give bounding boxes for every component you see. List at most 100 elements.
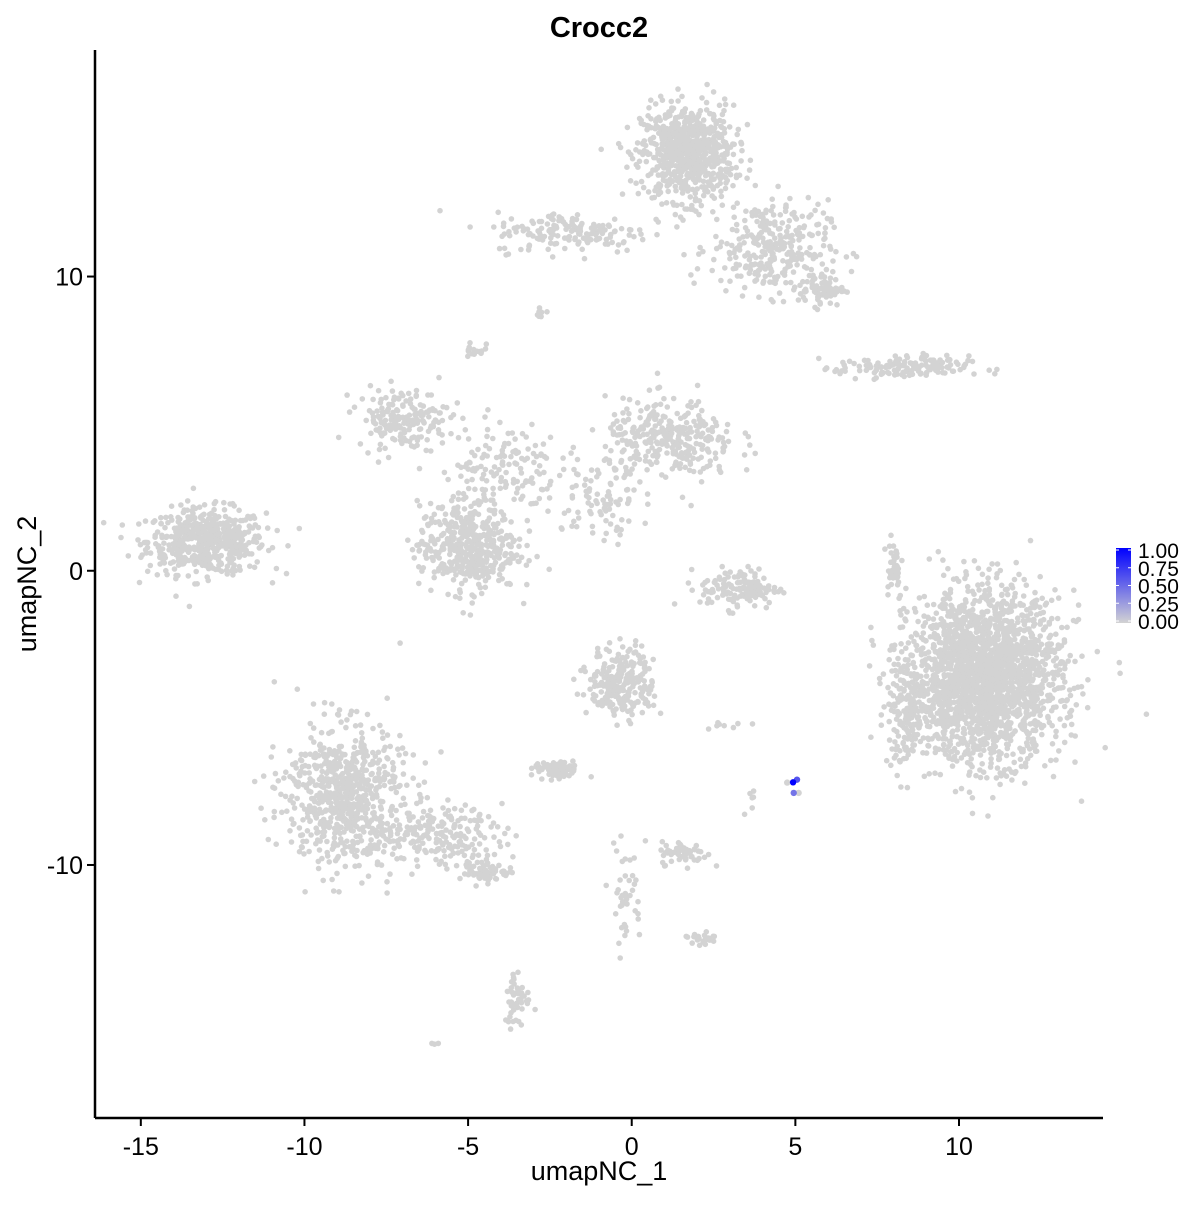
cell-point xyxy=(683,135,689,142)
cell-point xyxy=(719,111,726,118)
cell-point xyxy=(886,656,892,663)
cell-point xyxy=(657,117,663,124)
cell-point xyxy=(242,517,249,523)
cell-point xyxy=(498,509,505,515)
cell-point xyxy=(679,93,685,100)
cell-point xyxy=(631,461,638,467)
cell-point xyxy=(1009,585,1016,591)
cell-point xyxy=(704,463,710,470)
cell-point xyxy=(611,411,618,418)
cell-point xyxy=(969,763,975,770)
cell-point xyxy=(822,292,829,299)
cell-point xyxy=(392,437,398,443)
cell-point xyxy=(878,722,885,728)
cell-point xyxy=(645,404,651,410)
cell-point xyxy=(375,428,382,434)
cell-point xyxy=(511,496,517,503)
cell-point xyxy=(730,204,737,211)
cell-point xyxy=(945,672,951,678)
cell-point xyxy=(508,216,515,222)
cell-point xyxy=(570,223,577,229)
cell-point xyxy=(719,435,726,441)
cell-point xyxy=(746,270,753,277)
cell-point xyxy=(944,681,951,687)
cell-point xyxy=(491,464,498,470)
cell-point xyxy=(519,483,526,489)
cell-point xyxy=(679,183,685,190)
cell-point xyxy=(771,274,778,281)
cell-point xyxy=(412,411,418,418)
cell-point xyxy=(1059,624,1065,631)
cell-point xyxy=(693,440,700,447)
cell-point xyxy=(930,601,937,608)
cell-point xyxy=(497,485,504,492)
cell-point xyxy=(645,113,651,119)
cell-point xyxy=(178,556,185,563)
cell-point xyxy=(962,597,969,603)
cell-point xyxy=(523,562,530,568)
cell-point xyxy=(1073,702,1080,708)
cell-point xyxy=(726,124,733,130)
cell-point xyxy=(648,140,655,146)
cell-point xyxy=(626,232,633,238)
cell-point xyxy=(598,511,604,518)
cell-point xyxy=(418,410,425,417)
cell-point xyxy=(1026,746,1033,752)
cell-point xyxy=(720,447,727,454)
cell-point xyxy=(195,546,202,553)
cell-point xyxy=(667,112,673,119)
cell-point xyxy=(633,180,639,186)
cell-point xyxy=(216,566,222,573)
cell-point xyxy=(714,182,721,189)
cell-point xyxy=(143,550,150,556)
cell-point xyxy=(783,279,789,286)
cell-point xyxy=(711,256,717,263)
cell-point xyxy=(653,141,659,148)
cell-point xyxy=(886,718,892,725)
cell-point xyxy=(218,541,225,547)
cell-point xyxy=(1085,677,1091,683)
cell-point xyxy=(414,437,421,444)
cell-point xyxy=(611,228,618,235)
cell-point xyxy=(164,571,170,578)
cell-point xyxy=(1067,652,1073,659)
cell-point xyxy=(168,533,175,540)
cell-point xyxy=(178,528,185,535)
cell-point xyxy=(251,564,258,571)
cell-point xyxy=(986,592,993,598)
cell-point xyxy=(616,431,623,438)
cell-point xyxy=(672,183,679,190)
cell-point xyxy=(923,673,930,679)
cell-point xyxy=(673,187,679,194)
cell-point xyxy=(1073,618,1079,625)
cell-point xyxy=(814,306,821,313)
cell-point xyxy=(739,293,746,299)
cell-point xyxy=(686,435,693,442)
cell-point xyxy=(834,302,840,308)
cell-point xyxy=(1040,722,1047,729)
cell-point xyxy=(170,559,177,565)
cell-point xyxy=(496,245,503,252)
cell-point xyxy=(1048,597,1055,604)
cell-point xyxy=(195,557,202,564)
cell-point xyxy=(931,623,937,629)
cell-point xyxy=(631,454,637,460)
cell-point xyxy=(942,666,948,672)
cell-point xyxy=(912,664,918,671)
cell-point xyxy=(681,455,687,461)
cell-point xyxy=(655,385,661,391)
cell-point xyxy=(406,417,413,424)
cell-point xyxy=(752,278,758,284)
cell-point xyxy=(643,419,650,425)
cell-point xyxy=(582,476,589,483)
cell-point xyxy=(754,218,760,225)
cell-point xyxy=(743,208,749,214)
cell-point xyxy=(987,630,993,636)
cell-point xyxy=(624,406,630,412)
cell-point xyxy=(825,197,831,203)
cell-point xyxy=(1027,537,1034,544)
cell-point xyxy=(254,559,260,565)
cell-point xyxy=(462,427,469,433)
cell-point xyxy=(601,457,608,464)
cell-point xyxy=(385,454,392,461)
